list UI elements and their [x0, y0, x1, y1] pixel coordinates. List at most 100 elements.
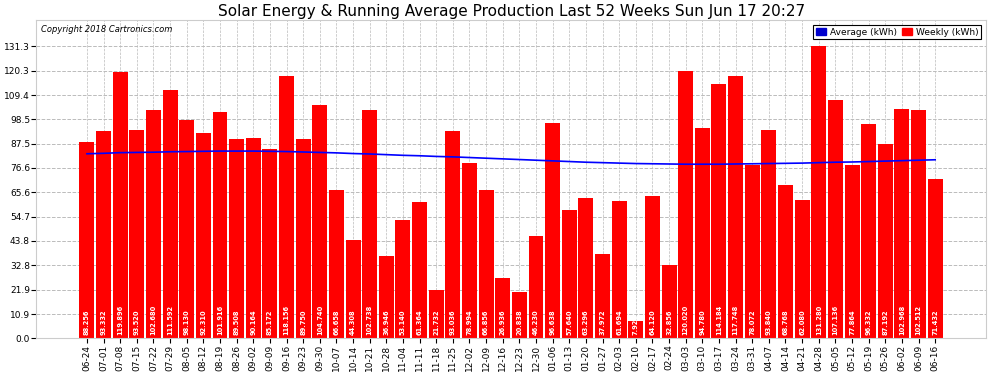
- Bar: [412, 202, 427, 338]
- Text: 117.748: 117.748: [733, 305, 739, 335]
- Text: 93.036: 93.036: [449, 309, 455, 335]
- Bar: [213, 112, 228, 338]
- Text: 57.640: 57.640: [566, 309, 572, 335]
- Text: 90.164: 90.164: [250, 309, 256, 335]
- Text: 102.680: 102.680: [150, 305, 156, 335]
- Bar: [130, 130, 145, 338]
- Text: 53.140: 53.140: [400, 309, 406, 335]
- Text: 44.308: 44.308: [350, 309, 356, 335]
- Bar: [146, 110, 161, 338]
- Text: 120.020: 120.020: [683, 305, 689, 335]
- Text: 96.332: 96.332: [865, 309, 871, 335]
- Bar: [695, 128, 710, 338]
- Text: 68.768: 68.768: [782, 309, 788, 335]
- Text: 87.192: 87.192: [882, 309, 888, 335]
- Text: 114.184: 114.184: [716, 305, 722, 335]
- Bar: [113, 72, 128, 338]
- Text: 7.926: 7.926: [633, 314, 639, 335]
- Text: 93.840: 93.840: [766, 309, 772, 335]
- Bar: [346, 240, 360, 338]
- Text: 21.732: 21.732: [434, 309, 440, 335]
- Text: 118.156: 118.156: [283, 305, 289, 335]
- Text: 62.080: 62.080: [799, 309, 805, 335]
- Text: 93.520: 93.520: [134, 309, 140, 335]
- Text: 37.972: 37.972: [600, 309, 606, 335]
- Bar: [229, 139, 245, 338]
- Bar: [629, 321, 644, 338]
- Text: 89.508: 89.508: [234, 309, 240, 335]
- Bar: [811, 46, 827, 338]
- Text: 78.072: 78.072: [749, 309, 755, 335]
- Bar: [262, 149, 277, 338]
- Bar: [279, 76, 294, 338]
- Bar: [446, 132, 460, 338]
- Bar: [179, 120, 194, 338]
- Text: 64.120: 64.120: [649, 309, 655, 335]
- Bar: [828, 100, 842, 338]
- Bar: [79, 142, 94, 338]
- Text: 101.916: 101.916: [217, 305, 223, 335]
- Text: 61.694: 61.694: [616, 309, 622, 335]
- Text: 46.230: 46.230: [533, 309, 539, 335]
- Text: 85.172: 85.172: [267, 309, 273, 335]
- Bar: [529, 236, 544, 338]
- Text: 102.968: 102.968: [899, 305, 905, 335]
- Text: 63.296: 63.296: [583, 309, 589, 335]
- Bar: [661, 265, 676, 338]
- Text: 119.896: 119.896: [117, 305, 123, 335]
- Bar: [312, 105, 328, 338]
- Text: 61.364: 61.364: [417, 309, 423, 335]
- Bar: [561, 210, 577, 338]
- Bar: [545, 123, 560, 338]
- Bar: [612, 201, 627, 338]
- Bar: [795, 200, 810, 338]
- Bar: [894, 110, 910, 338]
- Text: 36.946: 36.946: [383, 309, 389, 335]
- Bar: [761, 130, 776, 338]
- Text: 93.332: 93.332: [101, 309, 107, 335]
- Bar: [878, 144, 893, 338]
- Bar: [296, 139, 311, 338]
- Text: 107.136: 107.136: [833, 305, 839, 335]
- Text: 71.432: 71.432: [933, 309, 939, 335]
- Text: 102.738: 102.738: [366, 305, 372, 335]
- Text: 26.936: 26.936: [500, 309, 506, 335]
- Bar: [644, 196, 660, 338]
- Text: 98.130: 98.130: [184, 309, 190, 335]
- Bar: [362, 110, 377, 338]
- Text: 20.838: 20.838: [517, 309, 523, 335]
- Text: 66.658: 66.658: [334, 309, 340, 335]
- Bar: [429, 290, 444, 338]
- Bar: [329, 190, 344, 338]
- Bar: [395, 220, 411, 338]
- Text: 131.280: 131.280: [816, 305, 822, 335]
- Bar: [379, 256, 394, 338]
- Text: 104.740: 104.740: [317, 305, 323, 335]
- Bar: [578, 198, 593, 338]
- Text: 78.994: 78.994: [466, 309, 472, 335]
- Bar: [861, 124, 876, 338]
- Bar: [162, 90, 177, 338]
- Bar: [678, 71, 693, 338]
- Text: 94.780: 94.780: [699, 309, 705, 335]
- Text: 77.864: 77.864: [849, 309, 855, 335]
- Bar: [196, 133, 211, 338]
- Text: 88.256: 88.256: [84, 309, 90, 335]
- Text: 66.856: 66.856: [483, 309, 489, 335]
- Bar: [744, 165, 759, 338]
- Bar: [712, 84, 727, 338]
- Text: 92.310: 92.310: [200, 309, 206, 335]
- Bar: [512, 292, 527, 338]
- Text: 96.638: 96.638: [549, 309, 555, 335]
- Bar: [495, 278, 510, 338]
- Bar: [246, 138, 260, 338]
- Title: Solar Energy & Running Average Production Last 52 Weeks Sun Jun 17 20:27: Solar Energy & Running Average Productio…: [218, 4, 805, 19]
- Legend: Average (kWh), Weekly (kWh): Average (kWh), Weekly (kWh): [813, 25, 981, 39]
- Text: Copyright 2018 Cartronics.com: Copyright 2018 Cartronics.com: [41, 25, 172, 34]
- Bar: [478, 190, 494, 338]
- Bar: [462, 163, 477, 338]
- Bar: [778, 185, 793, 338]
- Text: 32.856: 32.856: [666, 309, 672, 335]
- Bar: [928, 180, 942, 338]
- Text: 111.592: 111.592: [167, 305, 173, 335]
